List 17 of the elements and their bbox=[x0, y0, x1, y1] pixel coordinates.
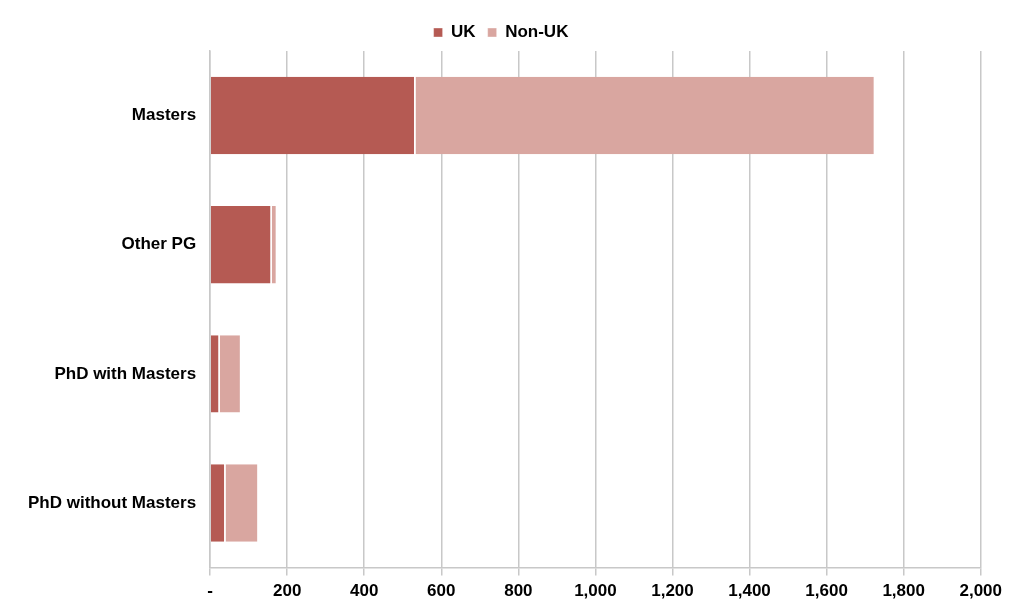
y-tick-label: PhD with Masters bbox=[54, 363, 197, 383]
x-tick-label: - bbox=[207, 581, 213, 601]
x-tick-label: 1,200 bbox=[651, 581, 694, 601]
y-tick-label: Other PG bbox=[121, 234, 197, 254]
legend-label: Non-UK bbox=[505, 22, 570, 42]
x-tick-label: 1,600 bbox=[805, 581, 848, 601]
x-tick-label: 200 bbox=[273, 581, 302, 601]
x-tick-label: 1,000 bbox=[574, 581, 617, 601]
legend-label: UK bbox=[451, 22, 477, 42]
x-tick-label: 1,800 bbox=[882, 581, 925, 601]
x-tick-label: 600 bbox=[427, 581, 456, 601]
x-tick-label: 2,000 bbox=[959, 581, 1002, 601]
x-tick-label: 400 bbox=[350, 581, 379, 601]
x-tick-label: 1,400 bbox=[728, 581, 771, 601]
x-tick-label: 800 bbox=[504, 581, 533, 601]
y-tick-label: Masters bbox=[131, 105, 197, 125]
y-tick-label: PhD without Masters bbox=[28, 492, 197, 512]
